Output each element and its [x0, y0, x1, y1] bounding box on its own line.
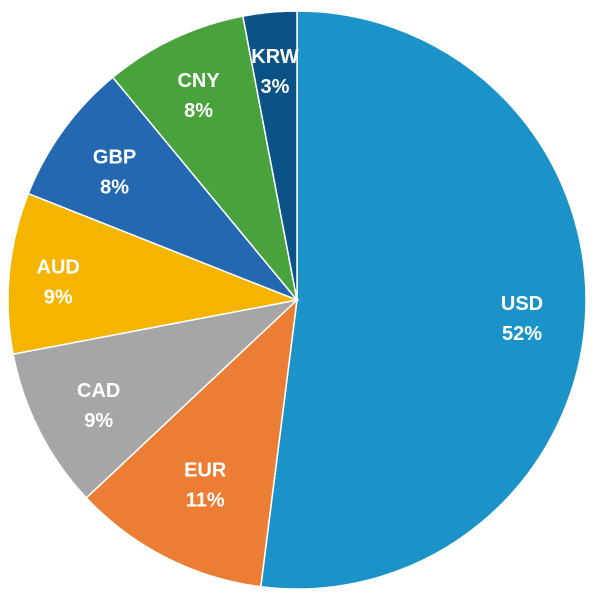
slice-value-cad: 9%	[84, 410, 113, 432]
slice-value-cny: 8%	[184, 100, 213, 122]
slice-value-aud: 9%	[44, 286, 73, 308]
pie-slice-krw	[241, 10, 298, 301]
slice-label-eur: EUR	[184, 459, 227, 481]
slice-label-usd: USD	[501, 293, 543, 315]
slice-label-krw: KRW	[251, 46, 299, 68]
pie-slice-aud	[7, 192, 300, 356]
pie-labels: USD 52% EUR 11% CAD 9% AUD 9% GBP 8% CNY 8% KRW 3%	[37, 46, 544, 511]
slice-value-gbp: 8%	[100, 177, 129, 199]
slice-label-cny: CNY	[177, 70, 220, 92]
slice-value-usd: 52%	[502, 323, 542, 345]
pie-slices	[7, 10, 587, 590]
pie-slice-gbp	[27, 76, 298, 301]
pie-slice-usd	[259, 10, 587, 590]
pie-slice-cad	[12, 298, 300, 499]
slice-value-krw: 3%	[261, 76, 290, 98]
pie-slice-cny	[111, 15, 298, 301]
pie-slice-eur	[85, 298, 299, 588]
slice-label-gbp: GBP	[93, 147, 136, 169]
slice-value-eur: 11%	[186, 489, 225, 511]
slice-label-aud: AUD	[37, 256, 80, 278]
slice-label-cad: CAD	[77, 380, 120, 402]
